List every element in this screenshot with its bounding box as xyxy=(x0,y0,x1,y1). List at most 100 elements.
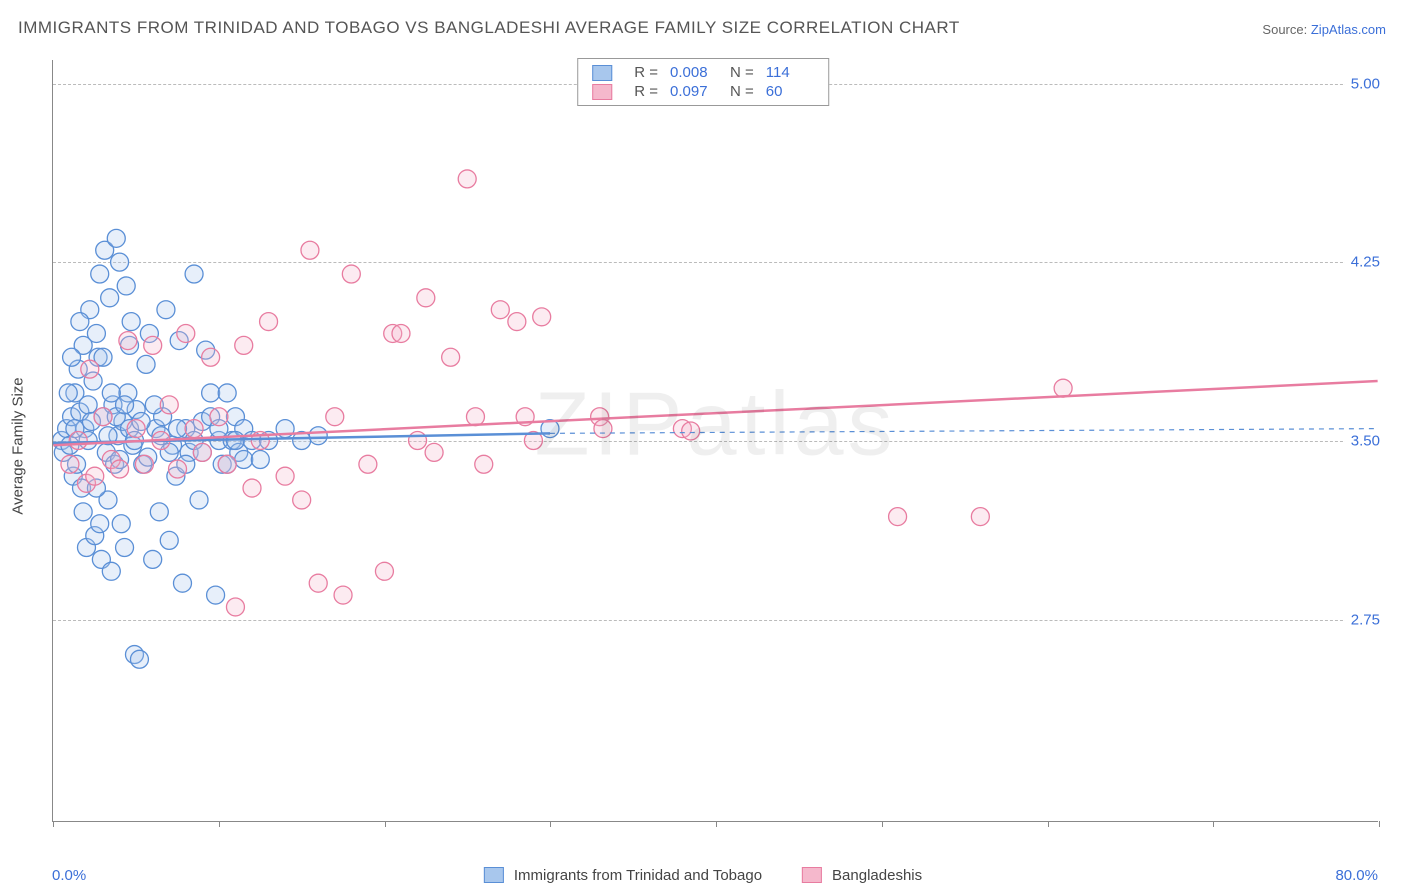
scatter-point xyxy=(260,313,278,331)
scatter-point xyxy=(116,539,134,557)
scatter-point xyxy=(235,451,253,469)
scatter-point xyxy=(81,360,99,378)
legend-swatch xyxy=(592,84,612,100)
scatter-point xyxy=(157,301,175,319)
scatter-point xyxy=(251,451,269,469)
scatter-point xyxy=(94,408,112,426)
scatter-point xyxy=(160,531,178,549)
r-label: R = xyxy=(634,64,658,81)
n-value: 60 xyxy=(766,83,814,100)
scatter-point xyxy=(169,420,187,438)
scatter-point xyxy=(86,467,104,485)
scatter-point xyxy=(91,515,109,533)
scatter-point xyxy=(594,420,612,438)
x-tick xyxy=(882,821,883,827)
scatter-point xyxy=(1054,379,1072,397)
scatter-point xyxy=(417,289,435,307)
scatter-point xyxy=(144,336,162,354)
scatter-point xyxy=(69,432,87,450)
scatter-point xyxy=(144,550,162,568)
scatter-point xyxy=(74,503,92,521)
scatter-point xyxy=(301,241,319,259)
scatter-point xyxy=(293,491,311,509)
scatter-point xyxy=(466,408,484,426)
scatter-point xyxy=(102,562,120,580)
correlation-legend-row: R =0.097N =60 xyxy=(592,82,814,101)
scatter-point xyxy=(392,324,410,342)
correlation-legend-row: R = 0.008 N = 114 xyxy=(592,63,814,82)
x-tick xyxy=(1213,821,1214,827)
n-label: N = xyxy=(730,83,754,100)
scatter-point xyxy=(971,508,989,526)
scatter-point xyxy=(111,460,129,478)
legend-item: Bangladeshis xyxy=(802,867,922,884)
series-legend: Immigrants from Trinidad and Tobago Bangl… xyxy=(484,867,922,884)
scatter-point xyxy=(218,455,236,473)
scatter-point xyxy=(101,289,119,307)
x-tick xyxy=(550,821,551,827)
scatter-point xyxy=(409,432,427,450)
scatter-point xyxy=(226,598,244,616)
n-label: N = xyxy=(730,64,754,81)
legend-label: Bangladeshis xyxy=(832,867,922,884)
r-value: 0.097 xyxy=(670,83,718,100)
scatter-point xyxy=(533,308,551,326)
scatter-point xyxy=(276,467,294,485)
x-tick xyxy=(1379,821,1380,827)
scatter-point xyxy=(425,443,443,461)
scatter-point xyxy=(202,348,220,366)
scatter-point xyxy=(130,650,148,668)
legend-swatch xyxy=(802,867,822,883)
source-label: Source: xyxy=(1262,22,1307,37)
scatter-point xyxy=(169,460,187,478)
scatter-point xyxy=(117,277,135,295)
legend-label: Immigrants from Trinidad and Tobago xyxy=(514,867,762,884)
scatter-point xyxy=(91,265,109,283)
scatter-point xyxy=(160,396,178,414)
scatter-point xyxy=(334,586,352,604)
scatter-point xyxy=(309,574,327,592)
scatter-point xyxy=(458,170,476,188)
scatter-point xyxy=(889,508,907,526)
y-axis-title: Average Family Size xyxy=(10,377,27,514)
x-tick xyxy=(716,821,717,827)
scatter-point xyxy=(71,313,89,331)
scatter-point xyxy=(63,348,81,366)
scatter-point xyxy=(185,265,203,283)
scatter-point xyxy=(202,384,220,402)
scatter-point xyxy=(326,408,344,426)
scatter-point xyxy=(79,396,97,414)
legend-swatch xyxy=(484,867,504,883)
scatter-point xyxy=(137,355,155,373)
scatter-point xyxy=(475,455,493,473)
scatter-point xyxy=(119,332,137,350)
plot-area: ZIPatlas 2.753.504.255.00 xyxy=(52,60,1378,822)
scatter-point xyxy=(107,229,125,247)
scatter-point xyxy=(309,427,327,445)
scatter-point xyxy=(243,479,261,497)
scatter-point xyxy=(111,253,129,271)
scatter-point xyxy=(359,455,377,473)
scatter-point xyxy=(682,422,700,440)
scatter-point xyxy=(173,574,191,592)
source-attribution: Source: ZipAtlas.com xyxy=(1262,22,1386,37)
scatter-point xyxy=(185,420,203,438)
scatter-point xyxy=(375,562,393,580)
scatter-point xyxy=(112,515,130,533)
scatter-point xyxy=(87,324,105,342)
legend-swatch xyxy=(592,65,612,81)
scatter-point xyxy=(150,503,168,521)
x-axis-min-label: 0.0% xyxy=(52,867,86,884)
scatter-point xyxy=(190,491,208,509)
scatter-point xyxy=(59,384,77,402)
legend-item: Immigrants from Trinidad and Tobago xyxy=(484,867,762,884)
x-tick xyxy=(219,821,220,827)
n-value: 114 xyxy=(766,64,814,81)
scatter-point xyxy=(61,455,79,473)
r-value: 0.008 xyxy=(670,64,718,81)
scatter-point xyxy=(135,455,153,473)
x-tick xyxy=(53,821,54,827)
source-link[interactable]: ZipAtlas.com xyxy=(1311,22,1386,37)
scatter-point xyxy=(207,586,225,604)
chart-title: IMMIGRANTS FROM TRINIDAD AND TOBAGO VS B… xyxy=(18,18,960,38)
